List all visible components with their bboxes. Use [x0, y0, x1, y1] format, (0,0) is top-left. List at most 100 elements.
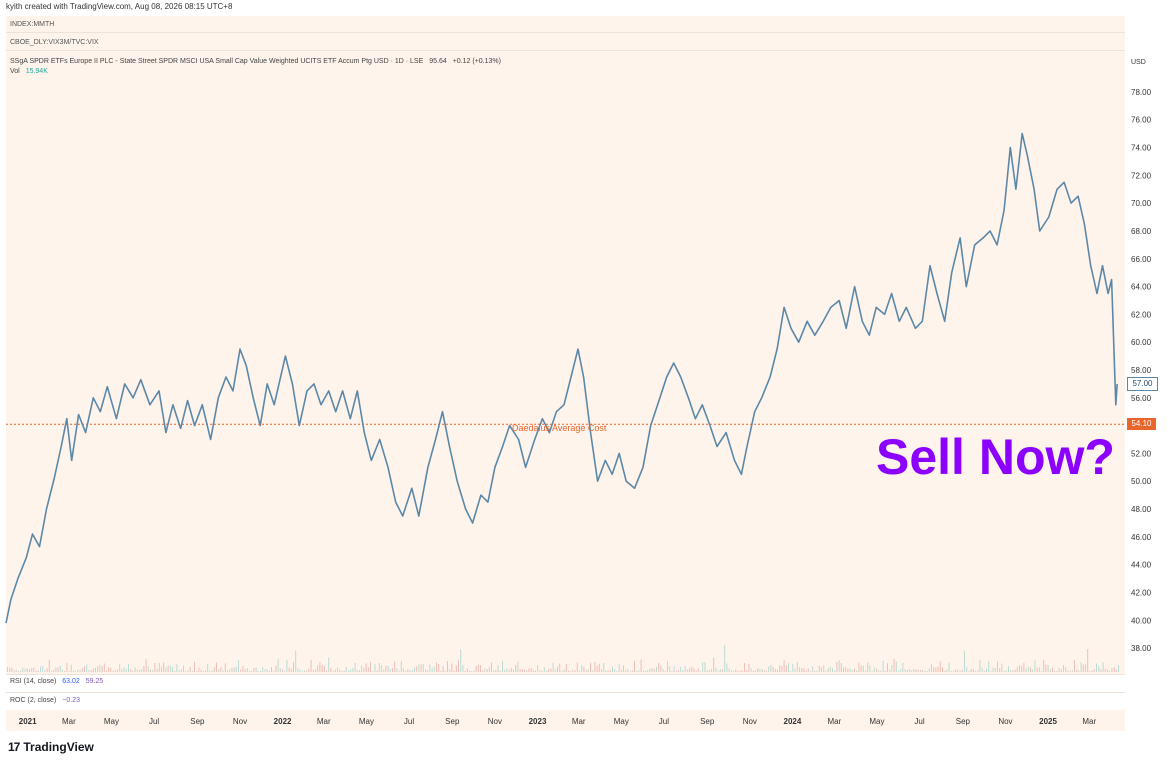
volume-bar — [1047, 664, 1049, 672]
volume-bar — [640, 659, 642, 672]
volume-bar — [702, 662, 704, 672]
symbol-legend[interactable]: SSgA SPDR ETFs Europe II PLC - State Str… — [10, 58, 501, 65]
volume-bar — [372, 670, 374, 672]
x-tick-label: 2025 — [1039, 717, 1057, 726]
volume-legend[interactable]: Vol 15.94K — [10, 68, 48, 75]
volume-bar — [880, 670, 882, 672]
volume-bar — [18, 670, 19, 672]
volume-bar — [9, 667, 11, 672]
volume-bar — [352, 668, 354, 672]
price-chart-svg[interactable] — [0, 0, 1125, 710]
y-tick-label: 52.00 — [1131, 449, 1152, 458]
volume-bar — [796, 662, 798, 672]
volume-bar — [774, 669, 776, 672]
volume-bar — [389, 668, 391, 672]
volume-bar — [684, 666, 686, 672]
volume-bar — [246, 668, 248, 672]
volume-bar — [515, 664, 517, 672]
time-axis[interactable] — [6, 710, 1125, 731]
volume-bar — [376, 670, 378, 672]
volume-bar — [920, 670, 921, 672]
volume-bar — [777, 669, 778, 672]
volume-bar — [878, 670, 880, 672]
volume-bar — [671, 671, 673, 672]
volume-bar — [1080, 662, 1082, 672]
volume-bar — [928, 668, 930, 672]
volume-bar — [297, 668, 299, 672]
volume-bar — [310, 659, 312, 672]
volume-bar — [165, 667, 167, 672]
volume-bar — [772, 667, 774, 672]
price-change: +0.12 (+0.13%) — [452, 58, 501, 65]
volume-bar — [755, 670, 756, 672]
volume-bar — [1034, 660, 1036, 672]
volume-bar — [975, 670, 976, 672]
volume-bar — [968, 671, 970, 672]
volume-bar — [1038, 667, 1040, 672]
y-tick-label: 38.00 — [1131, 644, 1152, 653]
volume-bar — [132, 670, 134, 672]
volume-bar — [108, 667, 110, 672]
vix-pane-label[interactable]: CBOE_DLY:VIX3M/TVC:VIX — [10, 39, 99, 46]
volume-bar — [689, 668, 690, 672]
roc-legend[interactable]: ROC (2, close) −0.23 — [10, 697, 80, 704]
volume-bar — [229, 669, 231, 672]
volume-bar — [543, 667, 545, 672]
volume-bar — [343, 670, 345, 672]
volume-bar — [746, 670, 748, 672]
volume-bar — [673, 666, 675, 672]
tradingview-brand[interactable]: 17 TradingView — [8, 740, 94, 754]
volume-bar — [55, 667, 57, 672]
volume-bar — [191, 671, 193, 672]
volume-bar — [1113, 667, 1115, 672]
index-pane-label[interactable]: INDEX:MMTH — [10, 21, 55, 28]
volume-bar — [669, 666, 671, 672]
volume-bar — [614, 669, 616, 672]
volume-bar — [484, 668, 486, 672]
rsi-legend[interactable]: RSI (14, close) 63.02 59.25 — [10, 678, 103, 685]
volume-bar — [275, 665, 277, 672]
volume-bar — [216, 662, 217, 672]
volume-bar — [290, 668, 292, 672]
volume-bar — [1076, 670, 1078, 672]
volume-bar — [438, 664, 440, 672]
pane-divider — [6, 32, 1125, 33]
volume-bar — [150, 669, 151, 672]
volume-bar — [612, 666, 613, 672]
volume-bar — [757, 668, 759, 672]
volume-bar — [1052, 667, 1053, 672]
y-tick-label: 76.00 — [1131, 116, 1152, 125]
volume-bar — [447, 660, 448, 672]
volume-bar — [964, 650, 965, 672]
volume-bar — [744, 663, 745, 672]
volume-bar — [367, 667, 369, 672]
volume-bar — [1014, 669, 1016, 672]
volume-bar — [213, 667, 215, 672]
volume-bar — [255, 667, 257, 672]
volume-bar — [823, 665, 825, 672]
volume-bar — [801, 668, 803, 672]
volume-bar — [7, 667, 8, 672]
volume-bar — [909, 669, 910, 672]
volume-bar — [867, 662, 869, 672]
price-axis[interactable] — [1125, 16, 1170, 716]
volume-bar — [361, 665, 363, 672]
volume-bar — [106, 670, 107, 672]
volume-bar — [1056, 671, 1058, 672]
y-tick-label: 58.00 — [1131, 366, 1152, 375]
volume-bar — [961, 669, 963, 672]
volume-bar — [790, 670, 792, 672]
volume-bar — [422, 664, 424, 672]
volume-bar — [585, 670, 587, 672]
volume-bar — [609, 669, 611, 672]
volume-bar — [521, 668, 523, 672]
volume-bar — [825, 670, 827, 672]
chart-panel[interactable] — [6, 16, 1125, 674]
volume-bar — [873, 667, 875, 672]
volume-bar — [35, 670, 37, 672]
volume-bar — [235, 666, 237, 672]
y-tick-label: 78.00 — [1131, 88, 1152, 97]
volume-bar — [559, 663, 561, 672]
volume-bar — [550, 668, 552, 672]
volume-bar — [741, 670, 743, 672]
